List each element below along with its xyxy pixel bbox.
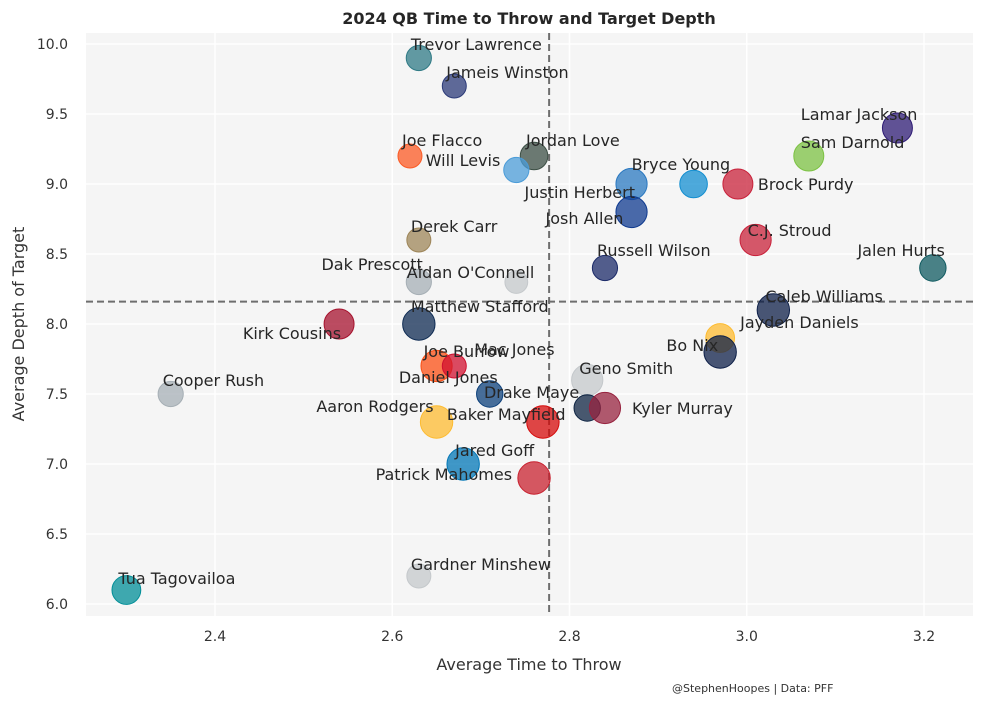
qb-label: Cooper Rush xyxy=(163,371,264,390)
y-tick-label: 7.0 xyxy=(46,457,68,473)
qb-label: Jameis Winston xyxy=(445,63,568,82)
qb-label: Derek Carr xyxy=(411,217,498,236)
data-points xyxy=(111,44,947,605)
qb-label: Jayden Daniels xyxy=(739,313,859,332)
qb-point-trevor-lawrence xyxy=(405,44,432,72)
qb-label: Josh Allen xyxy=(545,209,624,228)
qb-label: Will Levis xyxy=(426,151,501,170)
y-tick-label: 6.5 xyxy=(46,527,68,543)
y-tick-label: 10.0 xyxy=(37,37,68,53)
credit-text: @StephenHoopes | Data: PFF xyxy=(672,682,833,695)
qb-point-jared-goff xyxy=(446,447,480,481)
qb-point-c-j-stroud xyxy=(739,223,772,257)
qb-point-jameis-winston xyxy=(441,73,467,99)
qb-label: Joe Flacco xyxy=(401,131,482,150)
qb-point-cooper-rush xyxy=(157,380,184,408)
qb-label: Gardner Minshew xyxy=(411,555,551,574)
x-tick-label: 2.8 xyxy=(558,629,580,645)
qb-label: C.J. Stroud xyxy=(748,221,832,240)
qb-point-tua-tagovailoa xyxy=(111,575,142,605)
qb-point-bryce-young xyxy=(679,169,708,199)
qb-point-josh-allen xyxy=(615,195,648,229)
qb-point-aaron-rodgers xyxy=(419,405,454,439)
qb-point-kirk-cousins xyxy=(323,308,355,340)
qb-point-dak-prescott xyxy=(405,268,432,296)
qb-point-brock-purdy xyxy=(722,168,754,200)
qb-label: Tua Tagovailoa xyxy=(117,569,235,588)
qb-label: Jordan Love xyxy=(525,131,620,150)
qb-label: Caleb Williams xyxy=(765,287,882,306)
y-tick-labels: 6.0 6.5 7.0 7.5 8.0 8.5 9.0 9.5 10.0 xyxy=(37,37,68,613)
qb-label: Sam Darnold xyxy=(801,133,905,152)
qb-point-jalen-hurts xyxy=(919,254,947,282)
qb-label: Russell Wilson xyxy=(597,241,711,260)
reference-lines xyxy=(86,33,973,616)
x-tick-label: 3.2 xyxy=(913,629,935,645)
y-tick-label: 7.5 xyxy=(46,387,68,403)
qb-label: Matthew Stafford xyxy=(411,297,549,316)
qb-label: Drake Maye xyxy=(484,383,579,402)
qb-point-gardner-minshew xyxy=(406,563,432,589)
x-tick-label: 3.0 xyxy=(736,629,758,645)
qb-label: Bryce Young xyxy=(632,155,731,174)
y-tick-label: 9.5 xyxy=(46,107,68,123)
qb-label: Geno Smith xyxy=(579,359,673,378)
qb-label: Dak Prescott xyxy=(321,255,422,274)
qb-label: Aidan O'Connell xyxy=(407,263,535,282)
qb-point-derek-carr xyxy=(406,227,432,253)
point-labels: Trevor Lawrence Jameis Winston Joe Flacco J… xyxy=(117,35,944,588)
qb-label: Bo Nix xyxy=(666,336,718,355)
qb-point-russell-wilson xyxy=(591,254,619,282)
qb-point-sam-darnold xyxy=(793,140,825,172)
x-tick-label: 2.6 xyxy=(381,629,403,645)
qb-label: Brock Purdy xyxy=(758,175,854,194)
qb-point-joe-flacco xyxy=(397,143,423,169)
qb-label: Lamar Jackson xyxy=(801,105,918,124)
x-tick-labels: 2.4 2.6 2.8 3.0 3.2 xyxy=(204,629,935,645)
y-tick-label: 9.0 xyxy=(46,177,68,193)
qb-label: Kirk Cousins xyxy=(243,324,341,343)
qb-point-kyler-murray xyxy=(588,391,622,425)
y-tick-label: 8.0 xyxy=(46,317,68,333)
qb-label: Jared Goff xyxy=(454,441,535,460)
qb-label: Patrick Mahomes xyxy=(376,465,512,484)
qb-point-caleb-williams xyxy=(756,293,791,327)
qb-label: Baker Mayfield xyxy=(447,405,566,424)
qb-point-lamar-jackson xyxy=(881,112,913,144)
qb-label: Justin Herbert xyxy=(524,183,635,202)
qb-label: Trevor Lawrence xyxy=(410,35,542,54)
y-axis-label: Average Depth of Target xyxy=(9,227,28,422)
gridlines xyxy=(86,33,973,616)
qb-point-matthew-stafford xyxy=(402,307,436,341)
x-axis-label: Average Time to Throw xyxy=(436,655,621,674)
qb-point-daniel-jones xyxy=(476,380,504,408)
qb-point-mac-jones xyxy=(441,353,467,379)
qb-label: Mac Jones xyxy=(474,340,554,359)
qb-point-will-levis xyxy=(503,156,530,184)
qb-point-jayden-daniels xyxy=(703,335,737,369)
qb-point-baker-mayfield xyxy=(526,405,560,439)
y-tick-label: 8.5 xyxy=(46,247,68,263)
qb-label: Joe Burrow xyxy=(423,342,510,361)
y-tick-label: 6.0 xyxy=(46,597,68,613)
qb-label: Daniel Jones xyxy=(399,368,498,387)
qb-label: Aaron Rodgers xyxy=(316,397,433,416)
qb-point-aidan-o-connell xyxy=(504,270,529,294)
qb-point-patrick-mahomes xyxy=(517,461,551,495)
qb-label: Jalen Hurts xyxy=(856,241,944,260)
x-tick-label: 2.4 xyxy=(204,629,226,645)
qb-label: Kyler Murray xyxy=(632,399,733,418)
chart-title: 2024 QB Time to Throw and Target Depth xyxy=(342,9,716,28)
